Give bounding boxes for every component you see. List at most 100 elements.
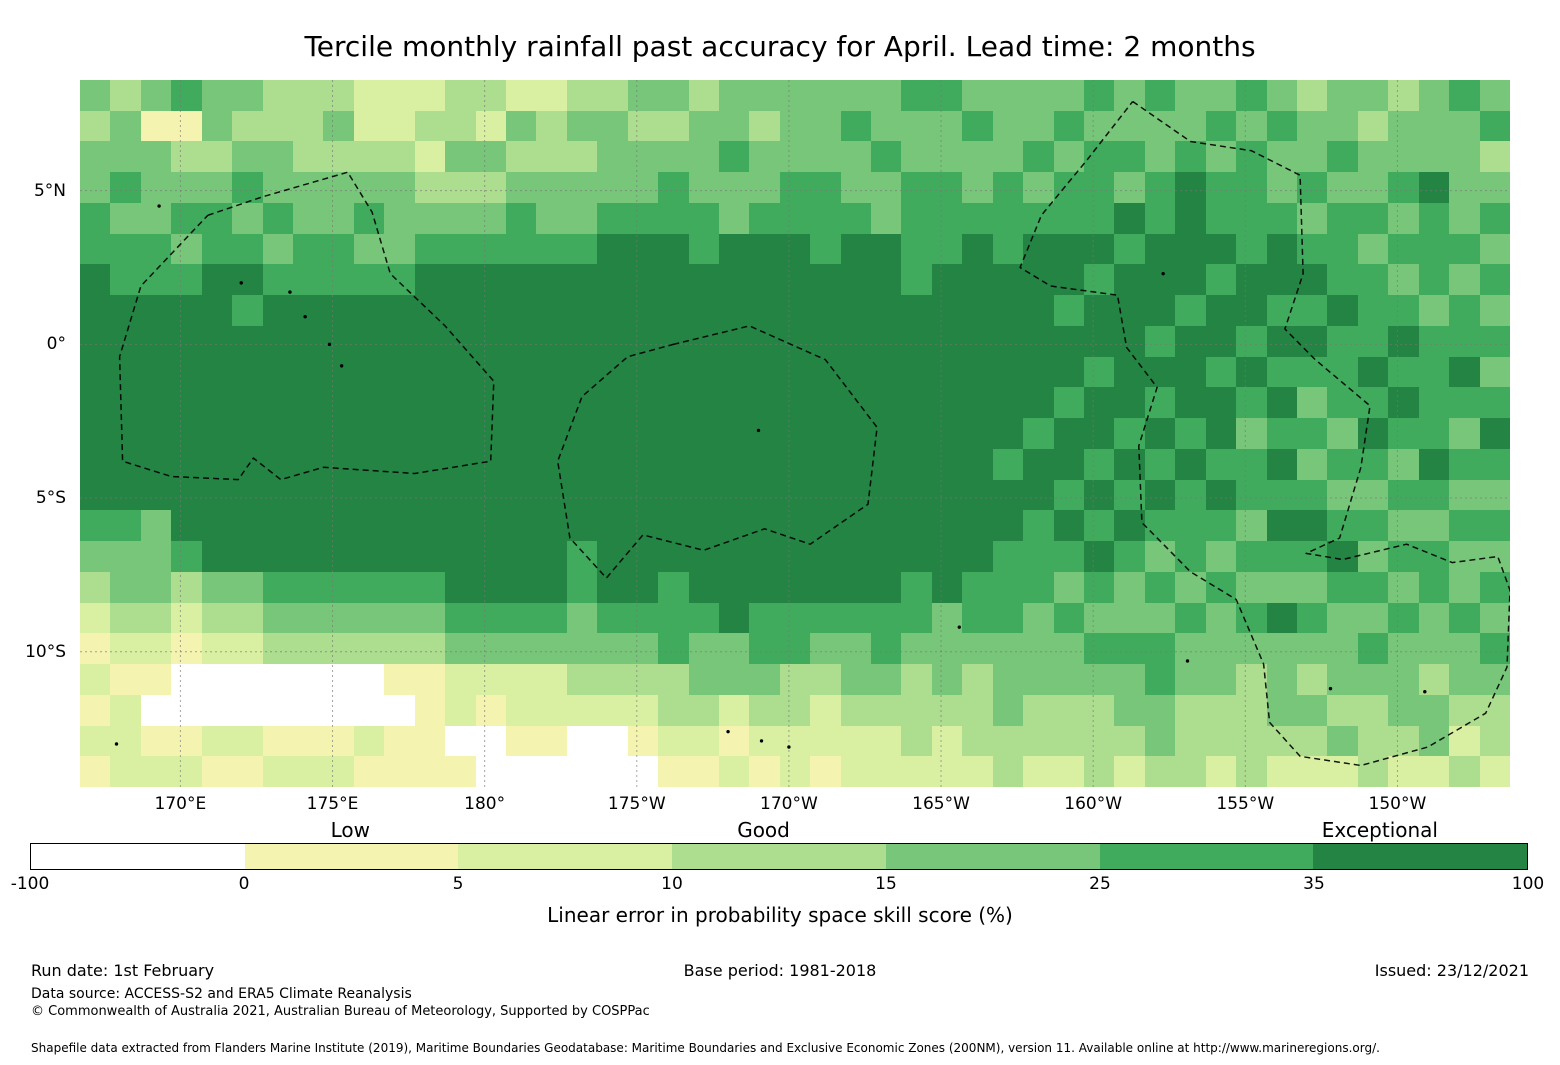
heatmap-cell: [292, 110, 324, 142]
heatmap-cell: [1175, 264, 1206, 296]
heatmap-cell: [1023, 387, 1054, 419]
heatmap-cell: [1388, 602, 1419, 634]
heatmap-cell: [1388, 80, 1419, 111]
heatmap-cell: [292, 418, 324, 449]
heatmap-cell: [1114, 694, 1145, 726]
heatmap-cell: [292, 172, 324, 203]
heatmap-cell: [1357, 295, 1389, 326]
heatmap-cell: [262, 110, 293, 142]
heatmap-cell: [871, 602, 902, 634]
heatmap-cell: [1084, 356, 1115, 388]
heatmap-cell: [871, 80, 902, 111]
heatmap-cell: [262, 202, 293, 234]
colorbar: [30, 843, 1528, 870]
heatmap-cell: [536, 295, 567, 326]
heatmap-cell: [962, 725, 993, 757]
heatmap-cell: [1144, 664, 1176, 695]
heatmap-cell: [1357, 233, 1389, 265]
heatmap-cell: [1053, 602, 1085, 634]
heatmap-cell: [688, 80, 719, 111]
heatmap-cell: [840, 172, 872, 203]
heatmap-cell: [536, 80, 567, 111]
heatmap-cell: [1327, 541, 1358, 572]
heatmap-cell: [1327, 418, 1358, 449]
heatmap-cell: [1449, 479, 1480, 511]
heatmap-cell: [779, 694, 811, 726]
heatmap-cell: [445, 694, 476, 726]
colorbar-segment: [672, 844, 886, 869]
heatmap-cell: [1175, 202, 1206, 234]
heatmap-cell: [1144, 233, 1176, 265]
heatmap-cell: [1236, 356, 1267, 388]
heatmap-cell: [1205, 141, 1237, 173]
copyright-text: © Commonwealth of Australia 2021, Austra…: [31, 1004, 650, 1019]
heatmap-cell: [80, 387, 111, 419]
heatmap-cell: [475, 725, 506, 757]
heatmap-cell: [1144, 633, 1176, 665]
heatmap-cell: [536, 664, 567, 695]
heatmap-cell: [1418, 602, 1450, 634]
heatmap-cell: [749, 80, 780, 111]
heatmap-cell: [232, 202, 263, 234]
heatmap-cell: [627, 356, 659, 388]
heatmap-cell: [110, 694, 141, 726]
heatmap-cell: [1327, 264, 1358, 296]
heatmap-cell: [1297, 387, 1328, 419]
heatmap-cell: [1297, 664, 1328, 695]
heatmap-cell: [475, 448, 506, 480]
heatmap-cell: [1084, 725, 1115, 757]
heatmap-cell: [718, 172, 750, 203]
heatmap-cell: [1266, 233, 1298, 265]
heatmap-cell: [901, 541, 932, 572]
heatmap-cell: [1357, 725, 1389, 757]
heatmap-cell: [475, 172, 506, 203]
heatmap-cell: [1418, 479, 1450, 511]
heatmap-cell: [323, 541, 354, 572]
heatmap-cell: [1053, 233, 1085, 265]
heatmap-cell: [688, 694, 719, 726]
heatmap-cell: [1297, 571, 1328, 603]
heatmap-cell: [597, 725, 628, 757]
heatmap-cell: [566, 387, 598, 419]
heatmap-cell: [627, 510, 659, 542]
heatmap-cell: [475, 387, 506, 419]
heatmap-cell: [627, 756, 659, 787]
heatmap-cell: [1114, 479, 1145, 511]
heatmap-cell: [992, 325, 1024, 357]
heatmap-cell: [232, 172, 263, 203]
heatmap-cell: [718, 141, 750, 173]
heatmap-cell: [931, 387, 963, 419]
heatmap-cell: [1357, 172, 1389, 203]
heatmap-cell: [445, 571, 476, 603]
heatmap-cell: [323, 325, 354, 357]
heatmap-cell: [323, 295, 354, 326]
x-axis-tick-label: 160°W: [1064, 794, 1123, 814]
heatmap-cell: [627, 110, 659, 142]
heatmap-cell: [262, 756, 293, 787]
heatmap-cell: [323, 633, 354, 665]
heatmap-cell: [931, 172, 963, 203]
heatmap-cell: [597, 110, 628, 142]
heatmap-cell: [201, 325, 233, 357]
heatmap-cell: [201, 633, 233, 665]
heatmap-cell: [658, 664, 689, 695]
heatmap-cell: [1175, 233, 1206, 265]
heatmap-cell: [505, 202, 537, 234]
heatmap-cell: [688, 295, 719, 326]
x-axis-tick-label: 175°E: [306, 794, 359, 814]
heatmap-cell: [566, 602, 598, 634]
heatmap-cell: [1023, 571, 1054, 603]
heatmap-cell: [1114, 325, 1145, 357]
heatmap-cell: [353, 418, 385, 449]
heatmap-cell: [292, 295, 324, 326]
heatmap-cell: [688, 756, 719, 787]
heatmap-cell: [931, 141, 963, 173]
heatmap-cell: [1449, 448, 1480, 480]
heatmap-cell: [292, 541, 324, 572]
heatmap-cell: [505, 571, 537, 603]
heatmap-cell: [536, 418, 567, 449]
heatmap-cell: [353, 80, 385, 111]
heatmap-cell: [749, 233, 780, 265]
heatmap-cell: [749, 202, 780, 234]
heatmap-cell: [80, 448, 111, 480]
